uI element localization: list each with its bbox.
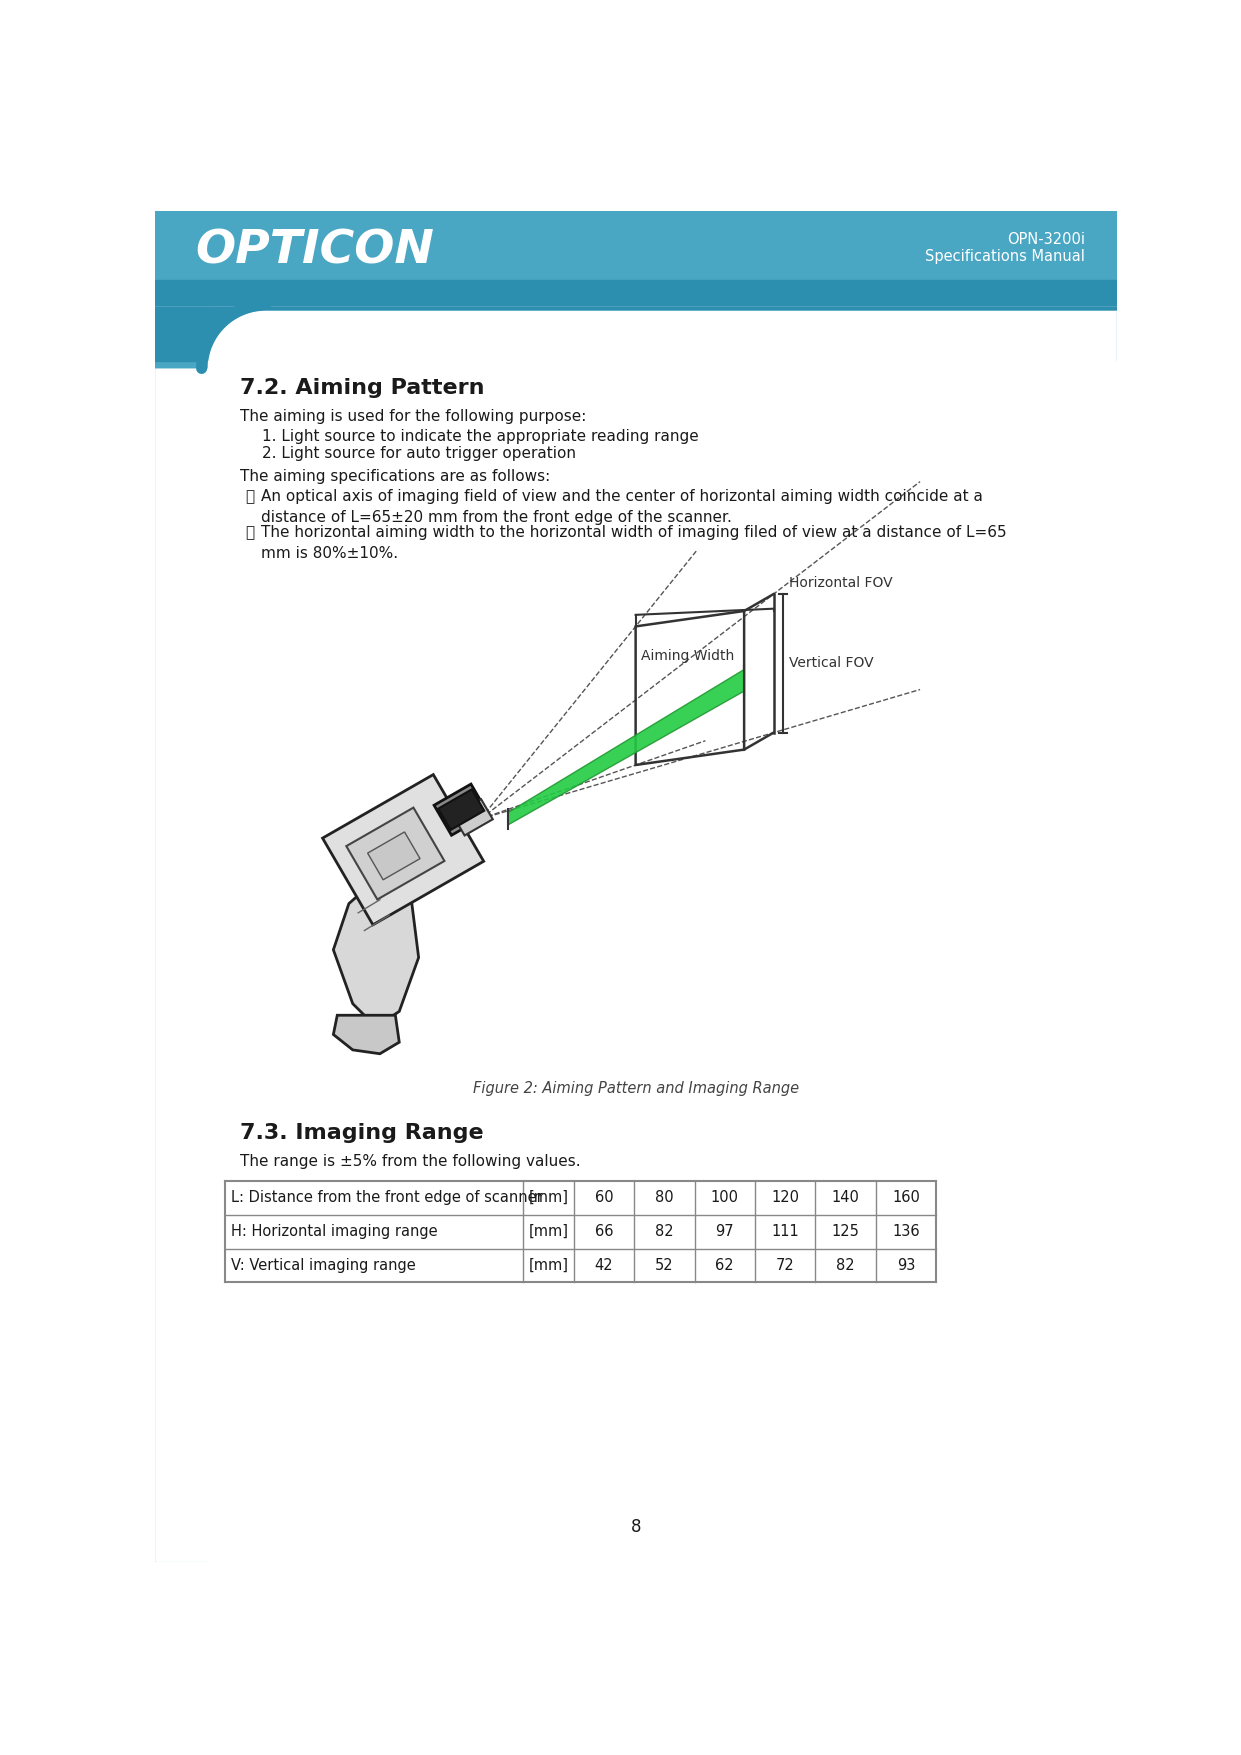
Polygon shape: [334, 872, 418, 1027]
Text: An optical axis of imaging field of view and the center of horizontal aiming wid: An optical axis of imaging field of view…: [261, 490, 983, 525]
Text: Vertical FOV: Vertical FOV: [789, 656, 874, 670]
Text: L: Distance from the front edge of scanner: L: Distance from the front edge of scann…: [231, 1190, 542, 1206]
Text: 97: 97: [716, 1225, 735, 1239]
Text: Aiming Width: Aiming Width: [642, 649, 735, 663]
Text: Horizontal FOV: Horizontal FOV: [789, 576, 892, 590]
Polygon shape: [346, 807, 444, 900]
Bar: [155, 307, 207, 1562]
Text: 93: 93: [897, 1258, 916, 1272]
Text: 8: 8: [632, 1518, 642, 1536]
Polygon shape: [323, 774, 484, 925]
Text: 140: 140: [831, 1190, 860, 1206]
Polygon shape: [155, 311, 1117, 1562]
Text: 62: 62: [716, 1258, 735, 1272]
Text: [mm]: [mm]: [529, 1225, 568, 1239]
Text: 111: 111: [772, 1225, 799, 1239]
Text: 60: 60: [594, 1190, 613, 1206]
Text: 100: 100: [711, 1190, 738, 1206]
Text: H: Horizontal imaging range: H: Horizontal imaging range: [231, 1225, 438, 1239]
Text: Figure 2: Aiming Pattern and Imaging Range: Figure 2: Aiming Pattern and Imaging Ran…: [473, 1081, 799, 1095]
Text: 52: 52: [655, 1258, 674, 1272]
Text: 66: 66: [594, 1225, 613, 1239]
Text: 136: 136: [892, 1225, 920, 1239]
Text: The aiming specifications are as follows:: The aiming specifications are as follows…: [241, 469, 551, 484]
Text: 1. Light source to indicate the appropriate reading range: 1. Light source to indicate the appropri…: [262, 430, 699, 444]
Polygon shape: [434, 784, 489, 835]
Text: Specifications Manual: Specifications Manual: [926, 249, 1085, 265]
Text: 120: 120: [771, 1190, 799, 1206]
Text: 160: 160: [892, 1190, 920, 1206]
Text: ・: ・: [244, 525, 254, 541]
Bar: [155, 279, 1117, 307]
Text: [mm]: [mm]: [529, 1258, 568, 1272]
Text: The aiming is used for the following purpose:: The aiming is used for the following pur…: [241, 409, 587, 425]
Text: 82: 82: [836, 1258, 855, 1272]
Text: ・: ・: [244, 490, 254, 504]
Bar: [155, 307, 1117, 362]
Polygon shape: [367, 832, 419, 879]
Text: 7.2. Aiming Pattern: 7.2. Aiming Pattern: [241, 379, 485, 398]
Text: 125: 125: [831, 1225, 860, 1239]
Text: The horizontal aiming width to the horizontal width of imaging filed of view at : The horizontal aiming width to the horiz…: [261, 525, 1006, 562]
Polygon shape: [334, 1014, 400, 1053]
Bar: [155, 211, 1117, 279]
Text: The range is ±5% from the following values.: The range is ±5% from the following valu…: [241, 1153, 581, 1169]
Text: V: Vertical imaging range: V: Vertical imaging range: [231, 1258, 416, 1272]
Text: OPN-3200i: OPN-3200i: [1008, 232, 1085, 247]
Polygon shape: [453, 799, 493, 835]
Text: 82: 82: [655, 1225, 674, 1239]
Text: [mm]: [mm]: [529, 1190, 568, 1206]
Text: 42: 42: [594, 1258, 613, 1272]
Text: OPTICON: OPTICON: [195, 228, 434, 274]
Bar: [207, 362, 1117, 1562]
Text: 2. Light source for auto trigger operation: 2. Light source for auto trigger operati…: [262, 446, 576, 462]
Text: 7.3. Imaging Range: 7.3. Imaging Range: [241, 1123, 484, 1143]
Polygon shape: [508, 669, 745, 825]
Text: 80: 80: [655, 1190, 674, 1206]
Text: 72: 72: [776, 1258, 794, 1272]
Polygon shape: [438, 790, 484, 830]
